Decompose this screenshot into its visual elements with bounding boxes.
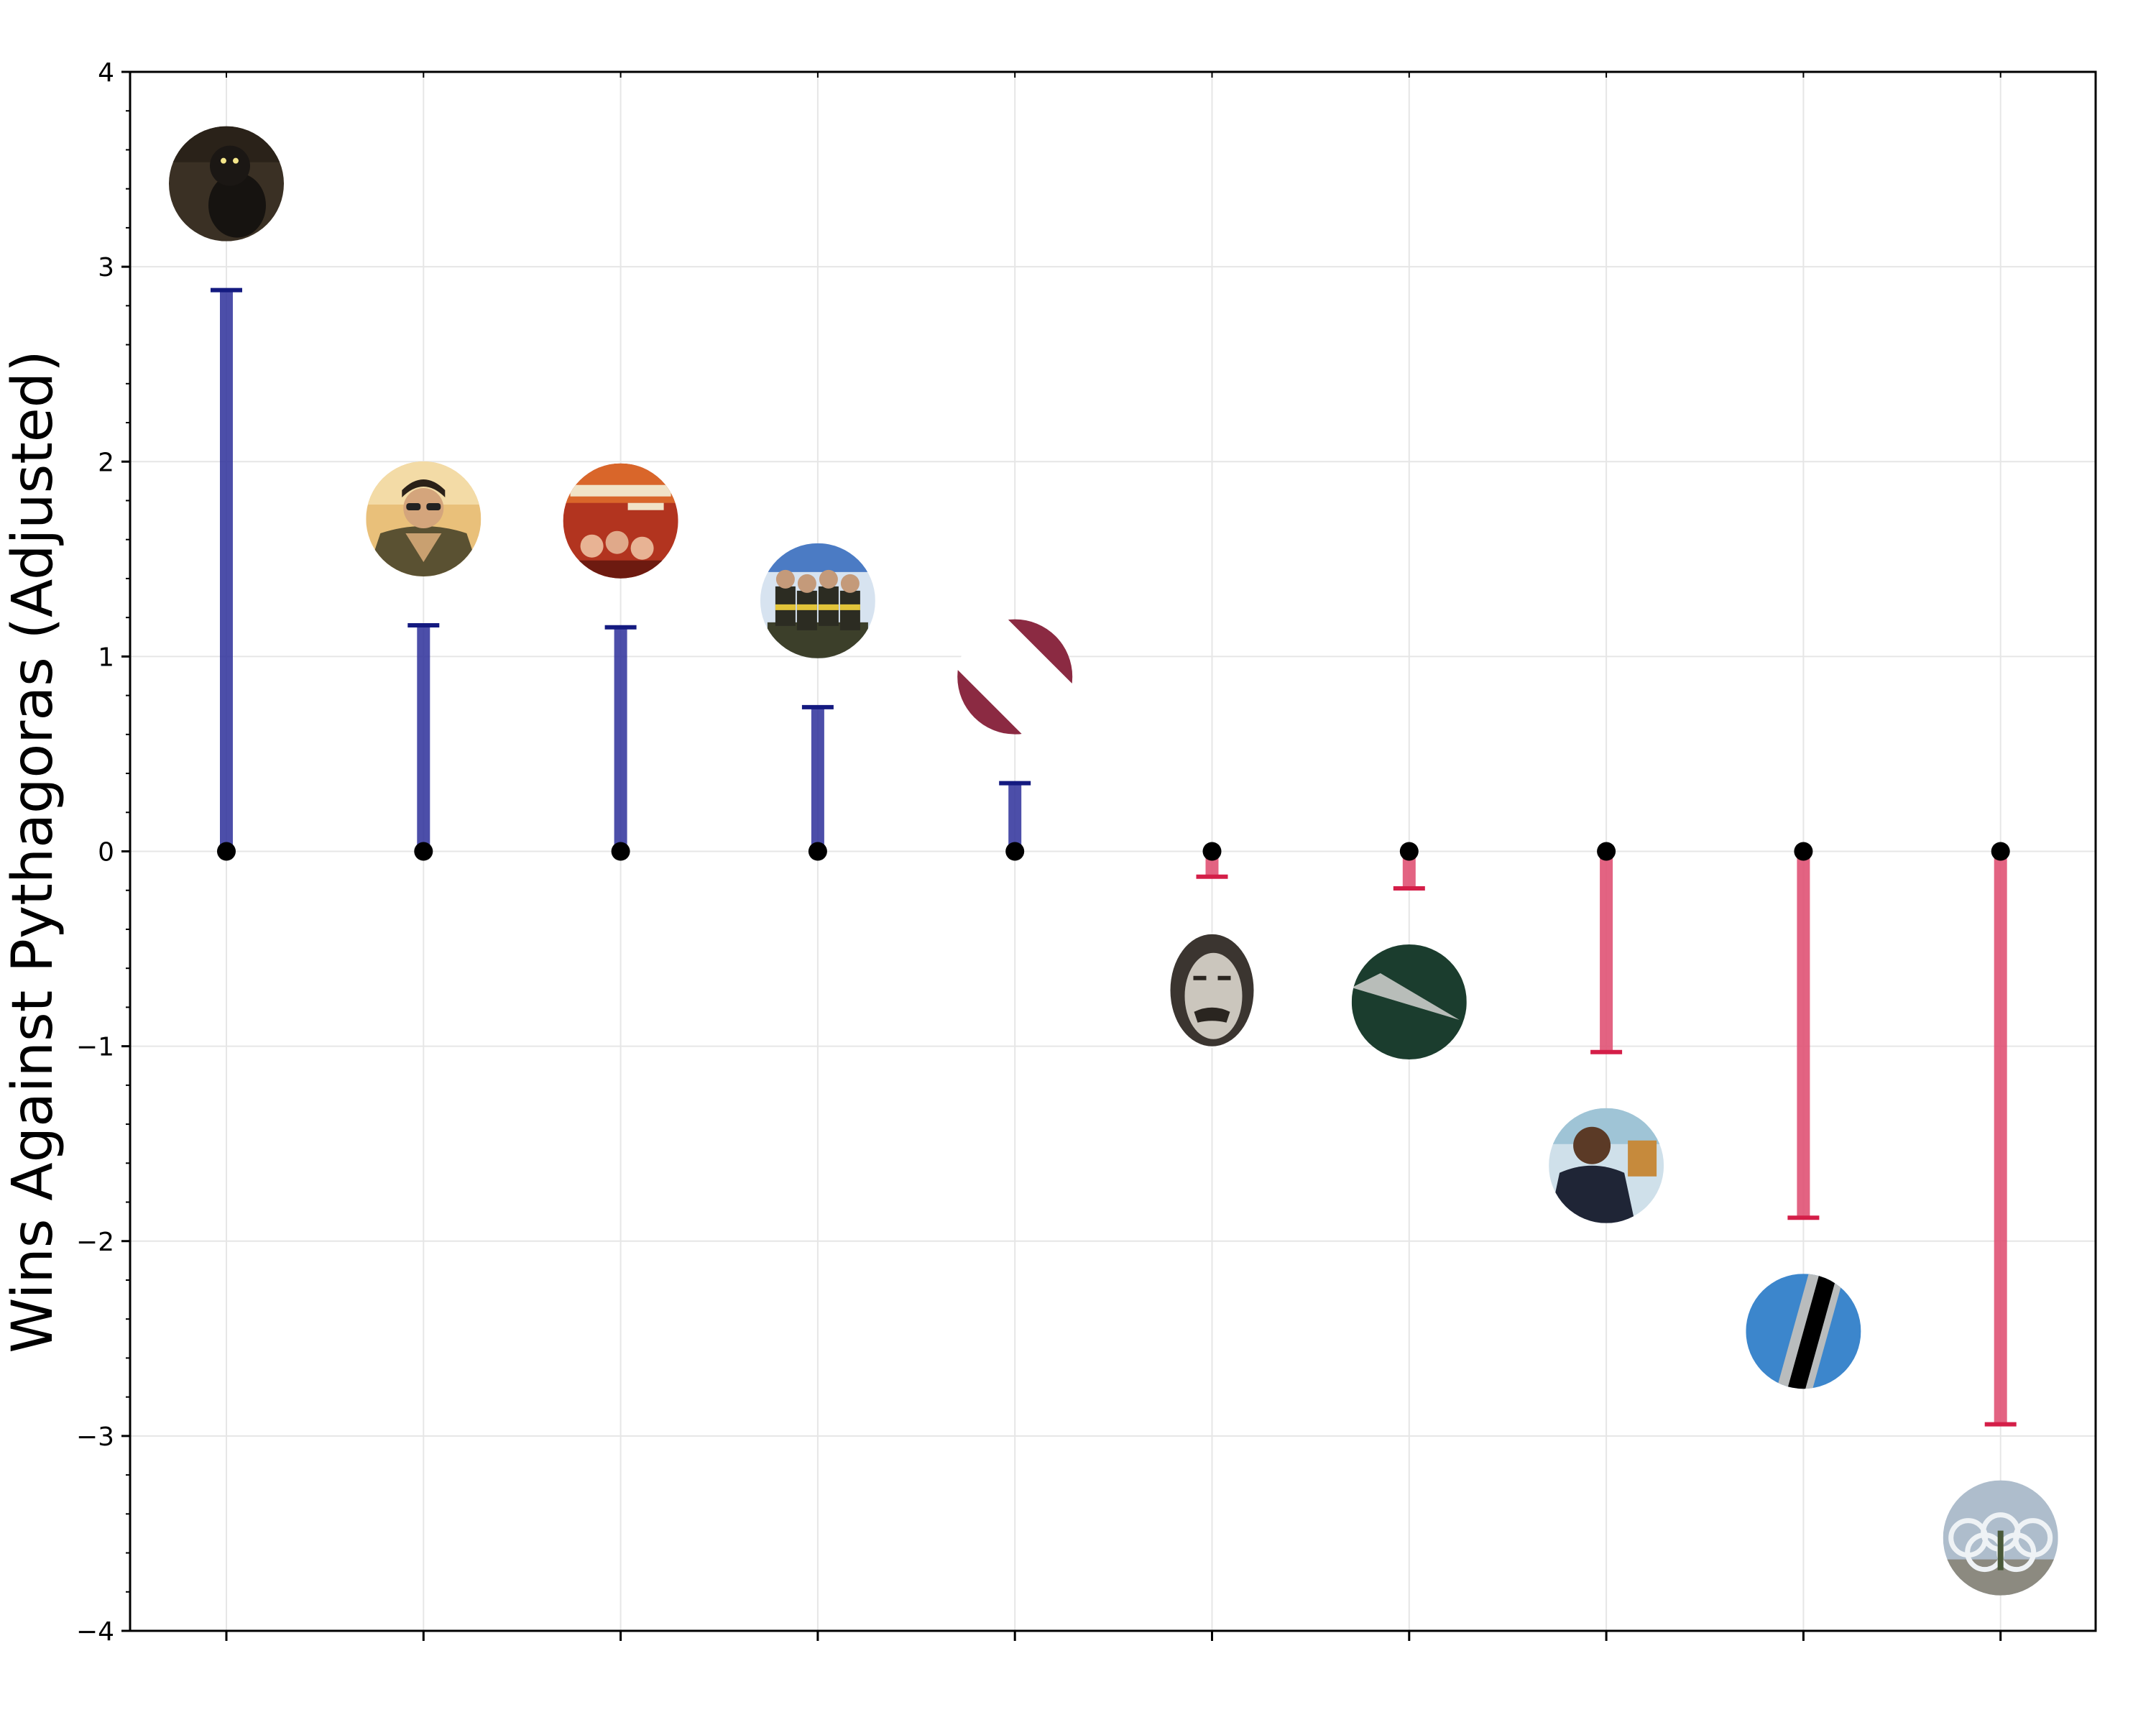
y-tick-label: −3 xyxy=(76,1422,114,1452)
y-tick-label: 3 xyxy=(98,253,114,282)
bearded-man-engraving-image xyxy=(1154,932,1270,1048)
y-tick-label: −2 xyxy=(76,1228,114,1257)
bobsled-team-image xyxy=(760,543,875,658)
lollipop-stems xyxy=(211,288,2017,1427)
aviator-pilot-image xyxy=(366,461,482,576)
zero-dot xyxy=(1399,842,1419,861)
baseline-dots xyxy=(217,842,2010,861)
y-axis: 4 3 2 1 0 −1 −2 −3 −4 xyxy=(76,58,130,1647)
x-axis xyxy=(225,72,2002,1641)
y-tick-label: −4 xyxy=(76,1617,114,1647)
dark-green-circle-logo xyxy=(1351,944,1467,1060)
movie-poster-image xyxy=(563,463,678,579)
y-tick-label: 1 xyxy=(98,643,114,672)
zero-dot xyxy=(1202,842,1222,861)
y-tick-label: 0 xyxy=(98,838,114,868)
football-player-image xyxy=(1549,1108,1664,1223)
y-tick-label: 4 xyxy=(98,58,114,88)
zero-dot xyxy=(611,842,630,861)
zero-dot xyxy=(808,842,827,861)
zero-dot xyxy=(217,842,236,861)
blue-striped-circle-logo xyxy=(1746,1274,1861,1389)
y-axis-label: Wins Against Pythagoras (Adjusted) xyxy=(1,350,65,1353)
maroon-split-circle-logo xyxy=(957,619,1073,735)
zero-dot xyxy=(1005,842,1025,861)
y-tick-label: 2 xyxy=(98,448,114,477)
zero-dot xyxy=(1597,842,1616,861)
cat-in-dark-image xyxy=(169,126,284,242)
team-icons xyxy=(169,126,2058,1596)
olympic-rings-monument-image xyxy=(1943,1480,2058,1596)
zero-dot xyxy=(1794,842,1813,861)
zero-dot xyxy=(414,842,433,861)
zero-dot xyxy=(1991,842,2010,861)
y-tick-label: −1 xyxy=(76,1033,114,1062)
